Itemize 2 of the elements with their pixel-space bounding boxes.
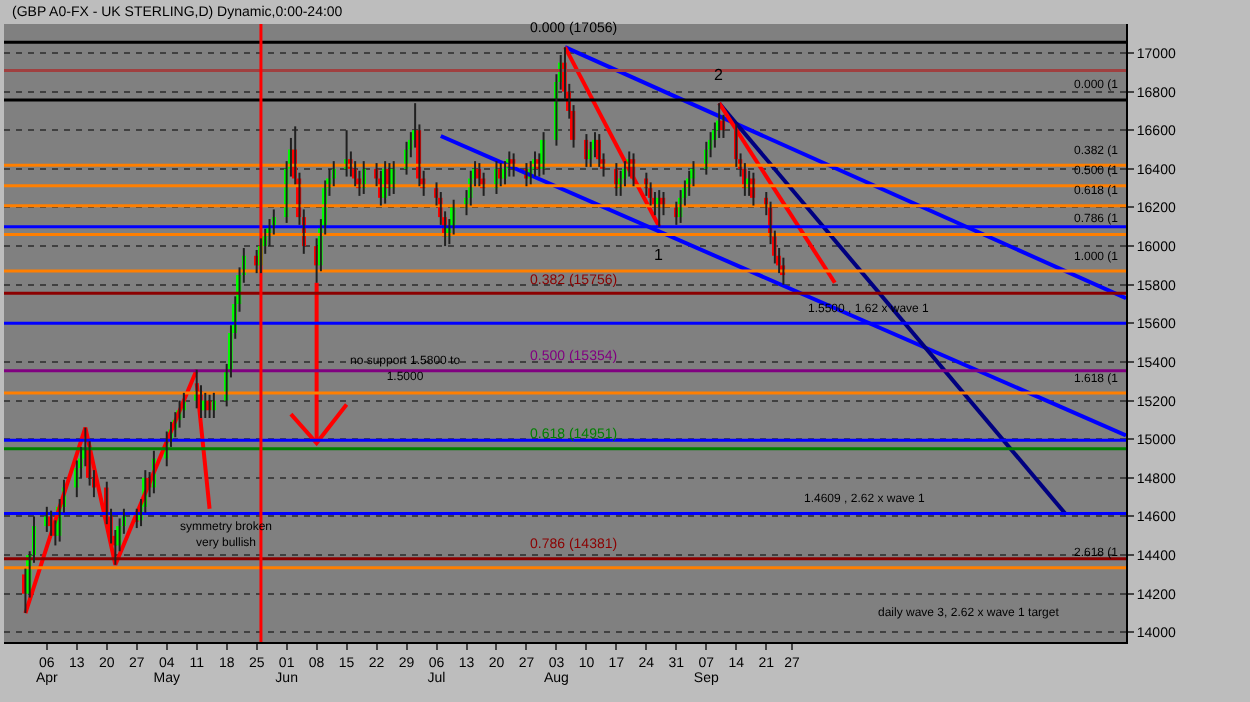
annotation: 1 [654, 246, 664, 264]
annotation: 2 [714, 66, 724, 84]
